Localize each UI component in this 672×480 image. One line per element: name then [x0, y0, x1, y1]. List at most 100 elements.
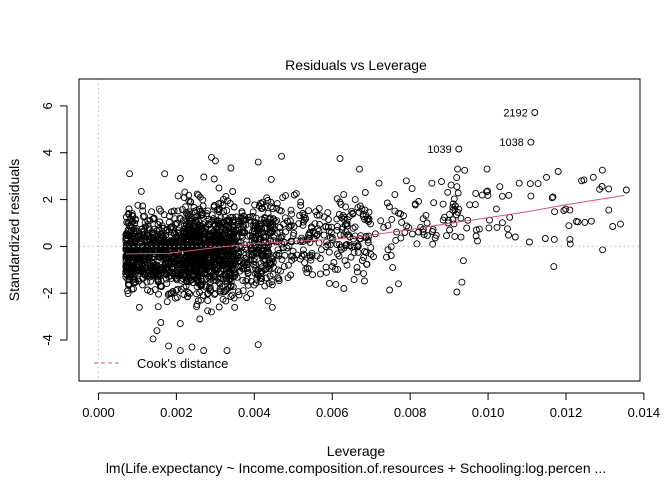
data-point [264, 209, 272, 217]
data-point [578, 177, 586, 185]
data-point [263, 194, 271, 202]
data-point [197, 296, 205, 304]
data-point [215, 279, 223, 287]
data-point [505, 191, 513, 199]
data-point [191, 214, 199, 222]
data-point [328, 233, 336, 241]
data-point [177, 285, 185, 293]
data-point [195, 243, 203, 251]
data-point [356, 165, 363, 173]
data-point [279, 244, 287, 252]
x-tick-label: 0.004 [238, 405, 271, 420]
data-point [311, 230, 319, 238]
data-point [228, 265, 236, 273]
data-point [254, 243, 262, 251]
data-point [174, 192, 182, 200]
data-point [361, 277, 368, 285]
data-point [223, 278, 231, 286]
data-point [139, 207, 147, 215]
data-point [215, 208, 223, 216]
data-point [300, 216, 308, 224]
data-point [527, 192, 535, 200]
data-point [184, 289, 192, 296]
data-point [282, 228, 290, 236]
y-tick-label: -2 [40, 287, 55, 299]
data-point [364, 215, 372, 223]
data-point [140, 271, 148, 279]
data-point [197, 260, 205, 268]
data-point [232, 227, 240, 235]
data-point [300, 213, 308, 221]
data-point [262, 225, 270, 232]
data-point [243, 294, 251, 302]
data-point [134, 258, 142, 266]
labeled-data-point [455, 145, 463, 153]
data-point [211, 266, 219, 274]
data-point [254, 266, 262, 274]
data-point [182, 267, 190, 275]
data-point [334, 265, 342, 273]
data-point [234, 288, 242, 296]
data-point [224, 252, 232, 260]
data-point [314, 225, 322, 233]
data-point [154, 277, 162, 285]
data-point [351, 223, 359, 231]
data-point [242, 216, 250, 223]
data-point [225, 247, 233, 254]
data-point [229, 188, 237, 195]
data-point [181, 244, 189, 252]
data-point [139, 202, 147, 210]
data-point [161, 260, 169, 268]
data-point [196, 193, 204, 201]
reference-lines [79, 79, 640, 381]
data-point [485, 224, 493, 232]
data-point [155, 290, 162, 298]
data-point [181, 188, 189, 196]
data-point [223, 347, 231, 355]
data-point [309, 271, 317, 279]
data-point [281, 214, 289, 222]
data-point [139, 265, 147, 272]
data-point [142, 264, 150, 272]
data-point [438, 178, 445, 186]
data-point [386, 286, 394, 294]
data-point [193, 300, 201, 308]
data-point [380, 223, 388, 231]
data-point [270, 237, 278, 245]
data-point [174, 241, 182, 249]
data-point [324, 223, 332, 231]
data-point [504, 225, 511, 233]
data-point [264, 247, 272, 255]
data-point [511, 233, 519, 241]
data-point [430, 199, 438, 207]
data-point [335, 241, 343, 249]
data-point [140, 228, 148, 236]
data-point [587, 217, 595, 225]
data-point [206, 262, 214, 270]
data-point [243, 197, 251, 205]
x-tick-label: 0.010 [472, 405, 505, 420]
data-point [419, 215, 427, 223]
data-point [453, 183, 461, 191]
data-point [167, 274, 175, 282]
data-point [149, 238, 157, 246]
data-point [484, 187, 492, 195]
data-point [196, 280, 204, 288]
data-point [148, 208, 156, 216]
data-point [171, 215, 179, 223]
data-point [163, 280, 171, 288]
labeled-points: 2192 1039 1038 [427, 108, 539, 156]
scatter-points [122, 152, 630, 355]
data-point [223, 207, 231, 215]
data-point [364, 236, 372, 244]
data-point [185, 223, 193, 231]
data-point [360, 270, 368, 278]
data-point [250, 281, 258, 289]
data-point [367, 250, 375, 258]
data-point [565, 222, 573, 230]
data-point [466, 201, 474, 209]
x-tick-label: 0.014 [628, 405, 661, 420]
data-point [316, 270, 324, 278]
data-point [189, 229, 197, 237]
data-point [401, 229, 409, 236]
